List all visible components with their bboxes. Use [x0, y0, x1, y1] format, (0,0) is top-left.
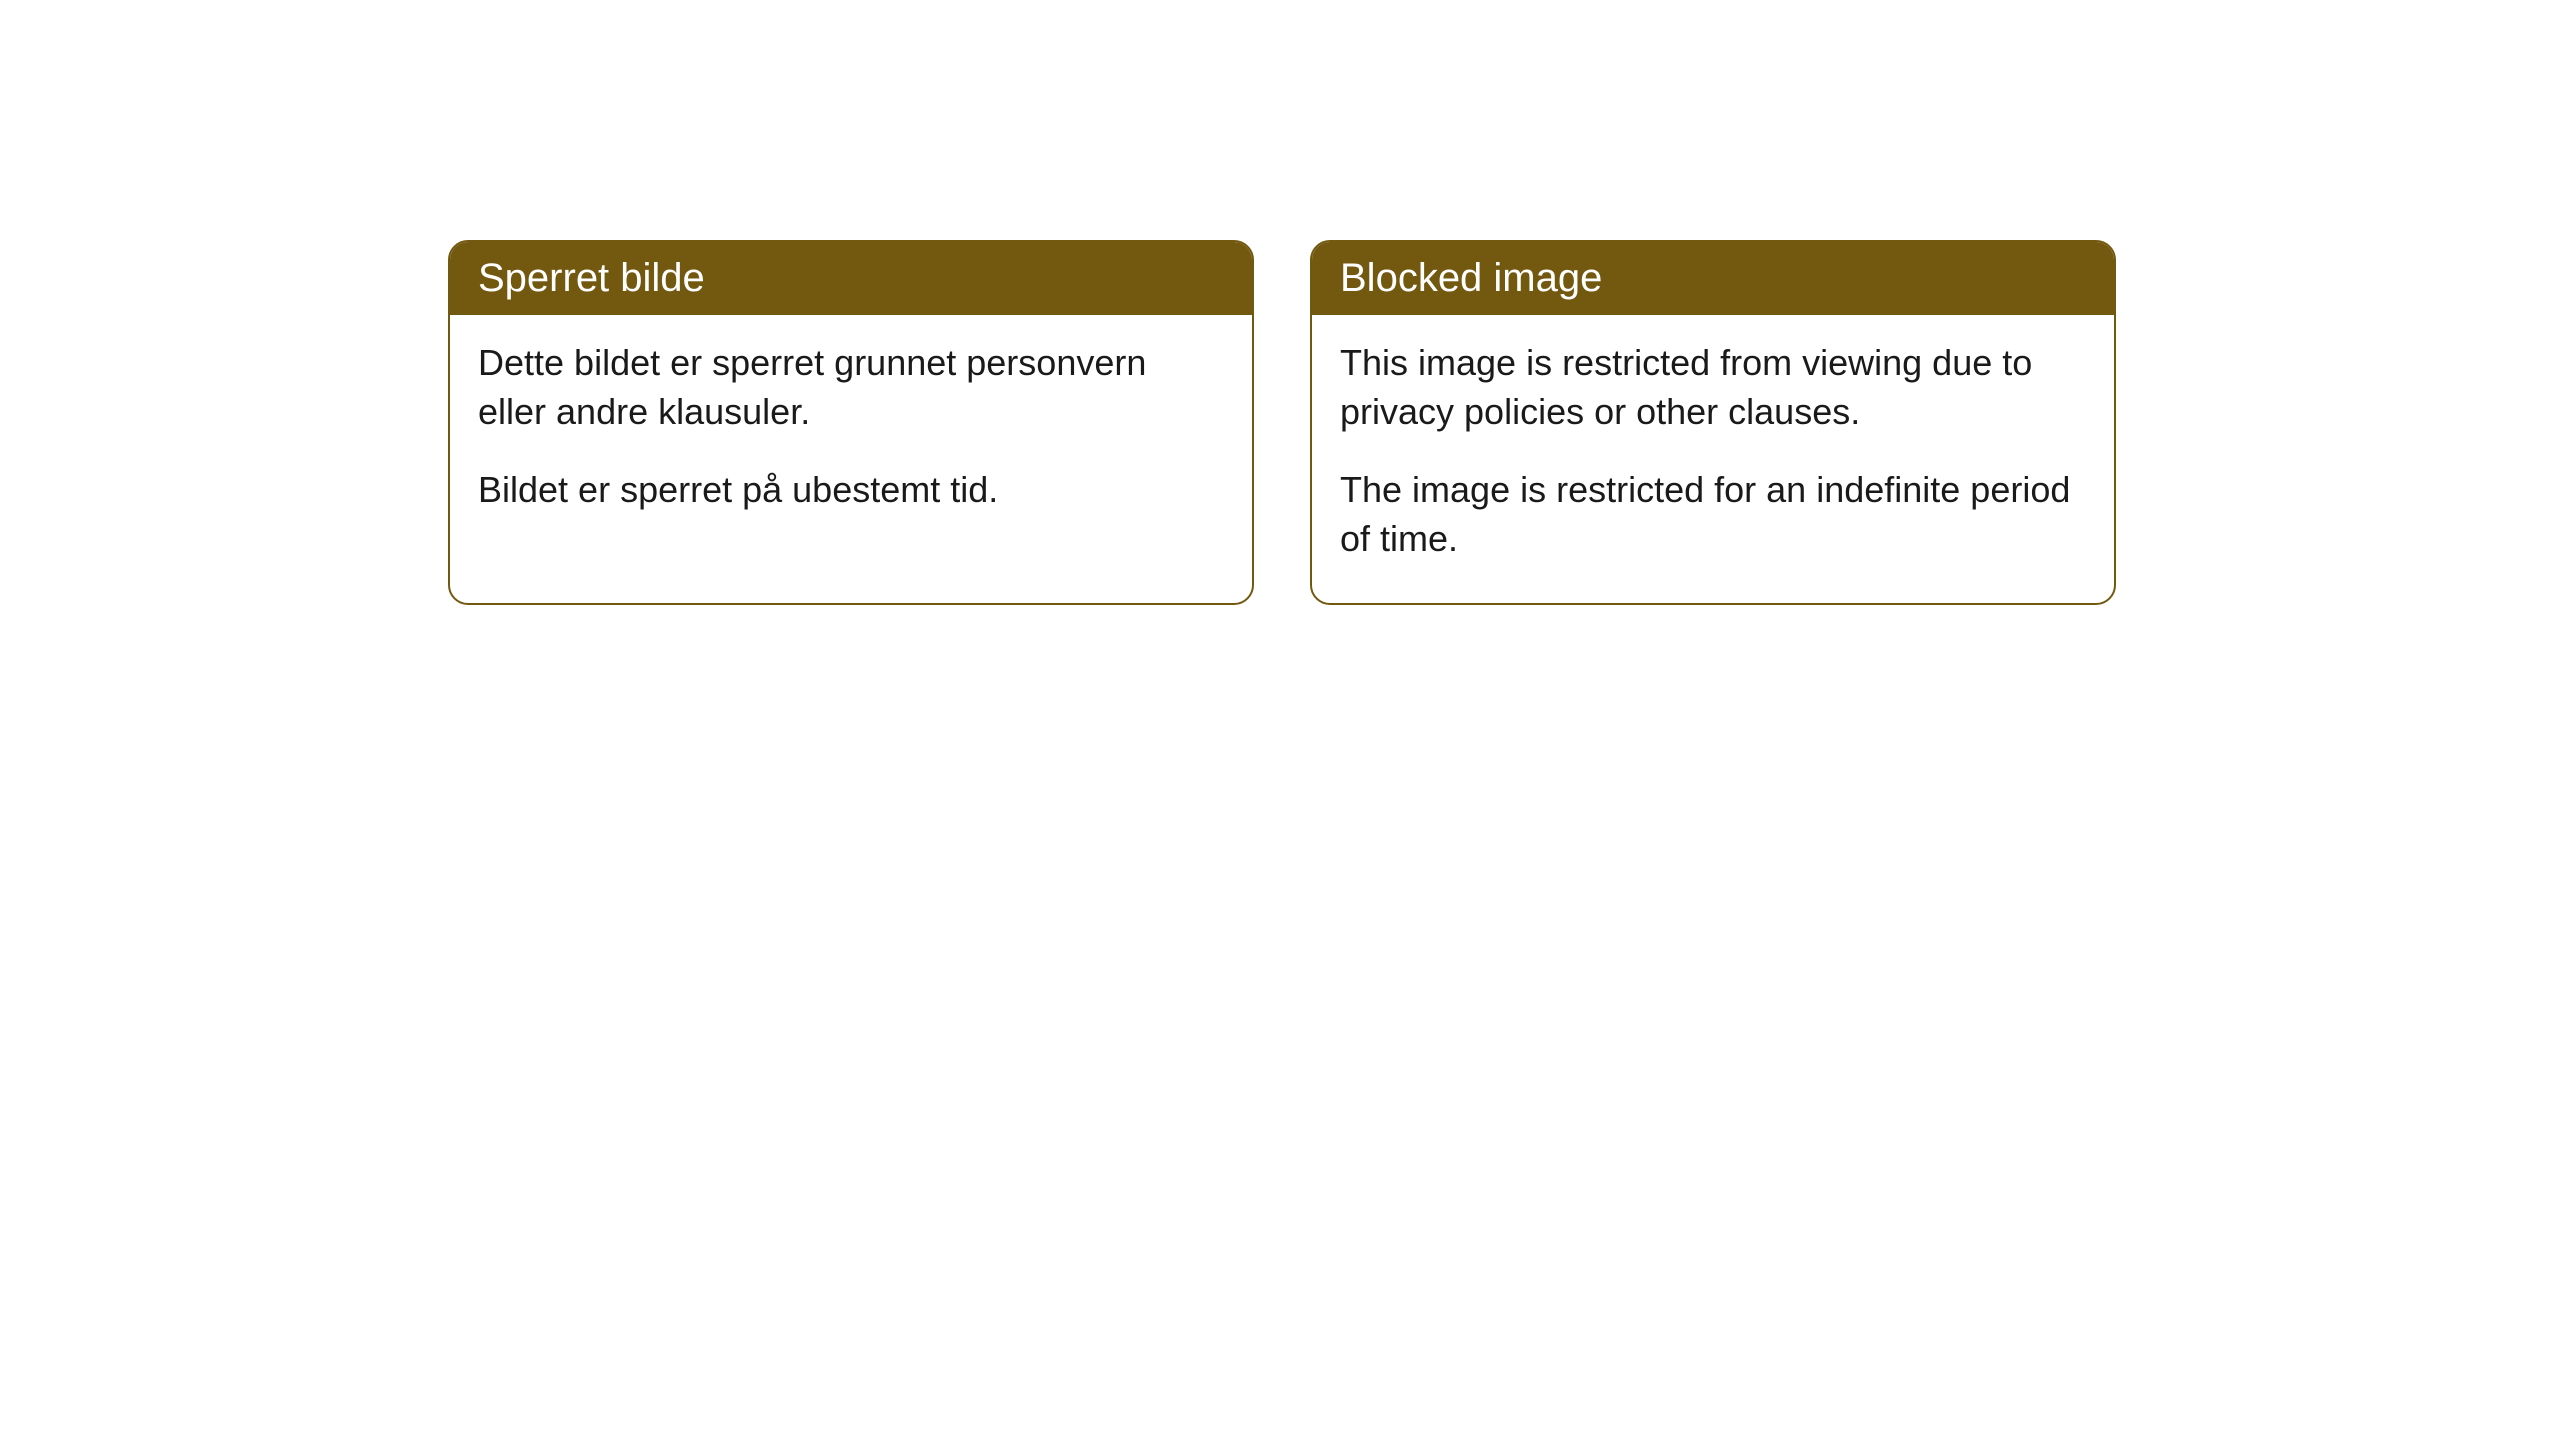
card-english: Blocked image This image is restricted f…	[1310, 240, 2116, 605]
cards-container: Sperret bilde Dette bildet er sperret gr…	[0, 0, 2560, 605]
card-title-norwegian: Sperret bilde	[478, 256, 705, 300]
card-body-english: This image is restricted from viewing du…	[1312, 315, 2114, 603]
card-norwegian: Sperret bilde Dette bildet er sperret gr…	[448, 240, 1254, 605]
card-title-english: Blocked image	[1340, 256, 1602, 300]
card-paragraph2-english: The image is restricted for an indefinit…	[1340, 466, 2086, 563]
card-header-norwegian: Sperret bilde	[450, 242, 1252, 315]
card-body-norwegian: Dette bildet er sperret grunnet personve…	[450, 315, 1252, 555]
card-paragraph1-norwegian: Dette bildet er sperret grunnet personve…	[478, 339, 1224, 436]
card-paragraph2-norwegian: Bildet er sperret på ubestemt tid.	[478, 466, 1224, 515]
card-paragraph1-english: This image is restricted from viewing du…	[1340, 339, 2086, 436]
card-header-english: Blocked image	[1312, 242, 2114, 315]
